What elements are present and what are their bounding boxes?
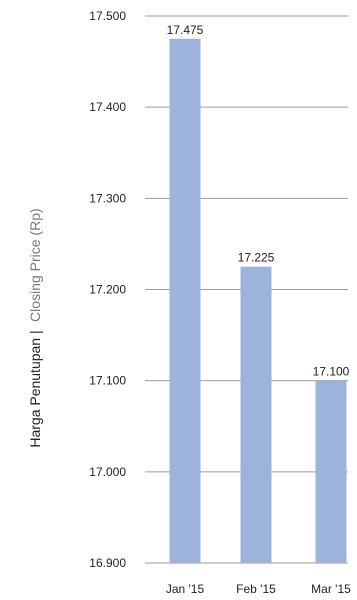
y-tick-label: 17.500 [89,9,126,23]
x-axis-ticks: Jan '15 Feb '15 Mar '15 [166,582,351,596]
y-tick-label: 17.100 [89,374,126,388]
bar-value-label: 17.225 [238,251,275,265]
y-axis-label-main: Harga Penutupan | [27,330,43,447]
y-axis-label-sub: Closing Price (Rp) [27,208,43,322]
x-tick-label: Feb '15 [236,582,276,596]
y-tick-label: 16.900 [89,556,126,570]
y-tick-label: 17.300 [89,191,126,205]
data-labels: 17.475 17.225 17.100 [167,23,350,379]
y-tick-label: 17.200 [89,283,126,297]
y-axis-ticks: 16.900 17.000 17.100 17.200 17.300 17.400 17.5… [89,9,126,570]
bar-value-label: 17.475 [167,23,204,37]
y-axis-label: Harga Penutupan | Closing Price (Rp) [27,208,44,447]
bar [240,266,272,563]
y-tick-label: 17.400 [89,100,126,114]
bar [315,380,347,563]
x-tick-label: Mar '15 [311,582,351,596]
y-tick-label: 17.000 [89,465,126,479]
bar [169,38,201,563]
bars [169,38,347,563]
x-tick-label: Jan '15 [166,582,205,596]
bar-value-label: 17.100 [313,365,350,379]
